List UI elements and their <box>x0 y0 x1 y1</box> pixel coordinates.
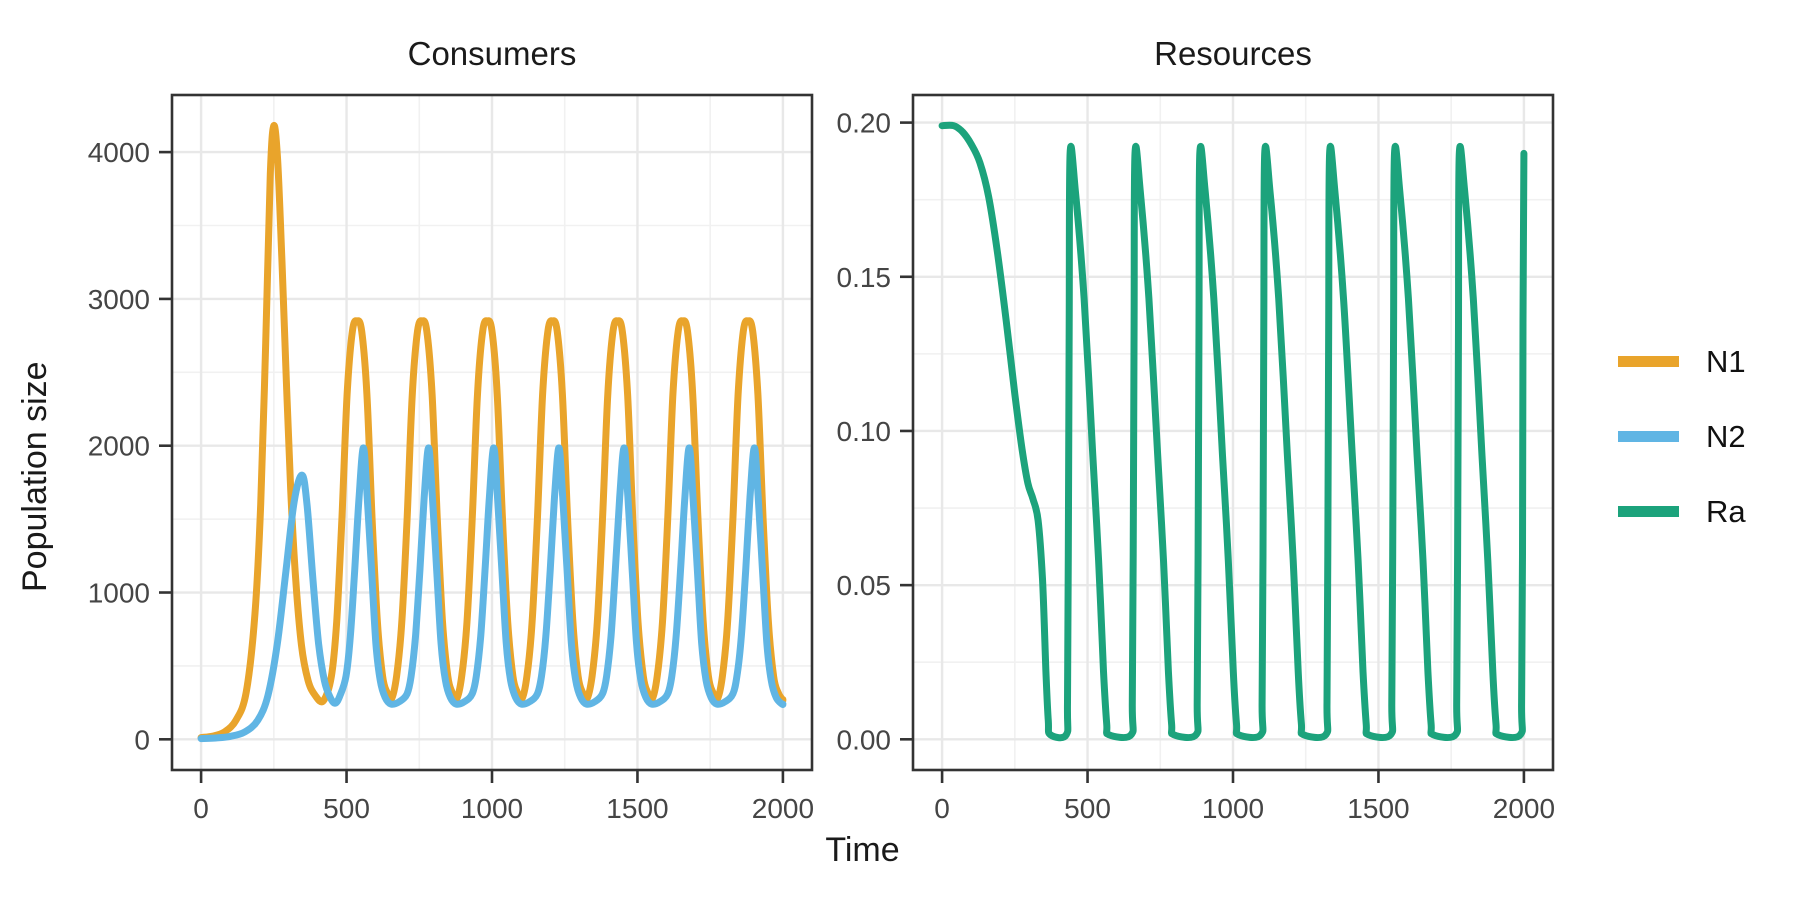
legend-label-n1: N1 <box>1706 343 1746 379</box>
y-axis-title: Population size <box>16 361 54 592</box>
legend-label-ra: Ra <box>1706 493 1746 529</box>
resources-panel-series <box>938 121 1528 742</box>
resources-panel-tick-labels: 0 500 1000 1500 2000 0.00 0.05 0.10 0.15 0.20 <box>837 108 1556 824</box>
y-tick-label: 0.10 <box>837 416 892 447</box>
y-tick-label: 0.00 <box>837 724 892 755</box>
x-tick-label: 2000 <box>752 793 814 824</box>
y-tick-label: 0 <box>134 724 150 755</box>
series-line-n2 <box>197 444 787 743</box>
x-tick-label: 1500 <box>606 793 668 824</box>
resources-panel-tick-marks <box>900 121 1526 783</box>
y-tick-label: 1000 <box>88 578 150 609</box>
legend-key-ra-line-swatch <box>1618 506 1679 517</box>
x-tick-label: 0 <box>193 793 209 824</box>
x-tick-label: 500 <box>1064 793 1111 824</box>
legend-key-n2-line-swatch <box>1618 431 1679 442</box>
series-line-ra <box>938 121 1528 742</box>
resources-panel: 0 500 1000 1500 2000 0.00 0.05 0.10 0.15 0.20 <box>837 93 1556 824</box>
x-tick-label: 1500 <box>1347 793 1409 824</box>
y-tick-label: 0.05 <box>837 570 892 601</box>
x-tick-label: 1000 <box>461 793 523 824</box>
legend-label-n2: N2 <box>1706 418 1746 454</box>
y-tick-label: 0.15 <box>837 262 892 293</box>
y-tick-label: 2000 <box>88 431 150 462</box>
legend-item-ra: Ra <box>1618 474 1746 549</box>
legend-key-n1-line-swatch <box>1618 356 1679 367</box>
consumers-panel-tick-marks <box>159 150 785 783</box>
consumers-panel: 0 500 1000 1500 2000 0 1000 2000 3000 4000 <box>88 93 814 824</box>
x-axis-title: Time <box>825 831 900 869</box>
x-tick-label: 2000 <box>1493 793 1555 824</box>
consumers-panel-series <box>197 121 787 743</box>
legend-item-n1: N1 <box>1618 324 1746 399</box>
x-tick-label: 500 <box>323 793 370 824</box>
legend-item-n2: N2 <box>1618 399 1746 474</box>
panel-title-resources: Resources <box>1154 35 1312 72</box>
y-tick-label: 4000 <box>88 137 150 168</box>
x-tick-label: 1000 <box>1202 793 1264 824</box>
legend: N1 N2 Ra <box>1618 324 1746 549</box>
x-tick-label: 0 <box>934 793 950 824</box>
panel-title-consumers: Consumers <box>407 35 577 72</box>
y-tick-label: 3000 <box>88 284 150 315</box>
y-tick-label: 0.20 <box>837 108 892 139</box>
consumers-panel-tick-labels: 0 500 1000 1500 2000 0 1000 2000 3000 4000 <box>88 137 814 824</box>
